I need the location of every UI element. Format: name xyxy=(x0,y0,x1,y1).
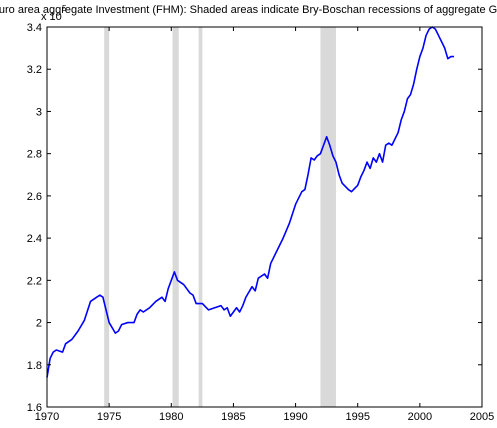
x-tick-label: 1995 xyxy=(345,411,369,423)
y-multiplier: x 10 xyxy=(41,11,62,23)
y-tick-label: 1.8 xyxy=(27,360,42,372)
plot-area xyxy=(47,27,482,407)
x-tick-label: 1980 xyxy=(159,411,183,423)
series-layer xyxy=(46,26,455,378)
y-tick-label: 1.6 xyxy=(27,402,42,414)
x-tick-label: 2005 xyxy=(470,411,494,423)
y-tick-label: 3 xyxy=(36,106,42,118)
series-line xyxy=(46,26,455,378)
recession-band xyxy=(172,27,179,407)
axes-box xyxy=(46,26,483,408)
x-tick-label: 1990 xyxy=(283,411,307,423)
recession-band xyxy=(320,27,336,407)
y-tick-label: 2.4 xyxy=(27,233,42,245)
y-tick-label: 3.4 xyxy=(27,22,42,34)
x-tick-label: 1970 xyxy=(35,411,59,423)
y-tick-label: 2.8 xyxy=(27,149,42,161)
recession-shading xyxy=(104,27,336,407)
y-tick-label: 3.2 xyxy=(27,64,42,76)
x-tick-label: 2000 xyxy=(408,411,432,423)
y-tick-label: 2.2 xyxy=(27,275,42,287)
y-tick-label: 2.6 xyxy=(27,191,42,203)
axis-ticks: 1970 1975 1980 1985 1990 1995 2000 2005 1.6 1.8 2 2… xyxy=(27,22,495,423)
x-tick-label: 1975 xyxy=(97,411,121,423)
recession-band xyxy=(198,27,203,407)
recession-band xyxy=(104,27,110,407)
chart-title: Euro area aggregate Investment (FHM): Sh… xyxy=(0,4,497,16)
y-multiplier-exponent: 5 xyxy=(62,4,67,13)
x-tick-label: 1985 xyxy=(221,411,245,423)
y-tick-label: 2 xyxy=(36,318,42,330)
